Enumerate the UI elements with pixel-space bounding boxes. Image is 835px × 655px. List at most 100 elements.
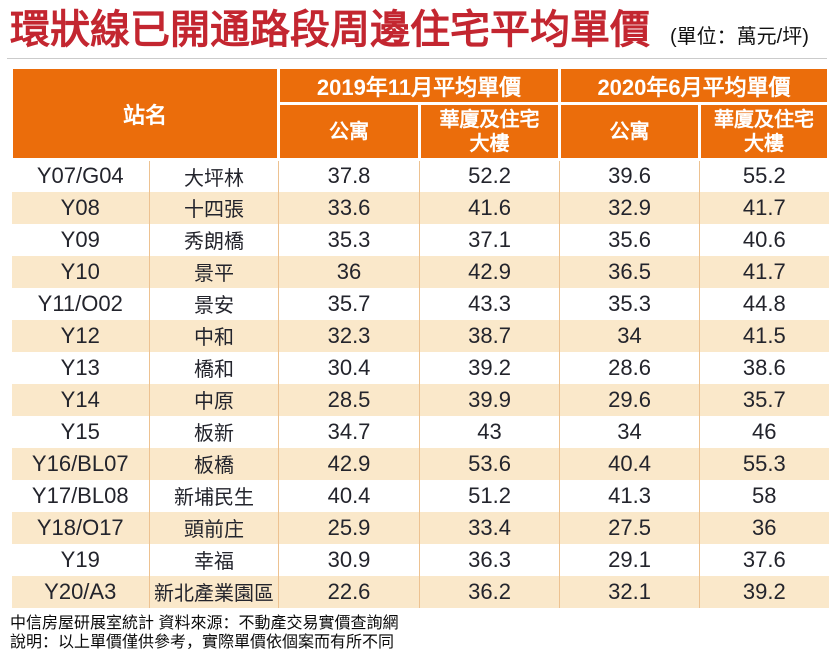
- price-2020-building: 39.2: [699, 575, 829, 608]
- station-code: Y11/O02: [11, 287, 150, 320]
- station-code: Y09: [11, 223, 150, 256]
- price-2019-building: 37.1: [419, 223, 561, 256]
- price-2020-building: 55.3: [699, 447, 829, 480]
- footnote-disclaimer: 說明：以上單價僅供參考，實際單價依個案而有所不同: [10, 633, 395, 651]
- price-2019-apartment: 35.3: [278, 223, 421, 256]
- price-2020-apartment: 29.1: [559, 543, 701, 576]
- price-2019-building: 41.6: [419, 191, 561, 224]
- table-row: Y20/A3 新北產業園區 22.6 36.2 32.1 39.2: [11, 575, 829, 608]
- price-2019-building: 42.9: [419, 255, 561, 288]
- table-row: Y17/BL08 新埔民生 40.4 51.2 41.3 58: [11, 479, 829, 512]
- price-2020-building: 37.6: [699, 543, 829, 576]
- price-2019-apartment: 36: [278, 255, 421, 288]
- station-name: 景安: [148, 287, 280, 320]
- station-name: 景平: [148, 255, 280, 288]
- table-row: Y14 中原 28.5 39.9 29.6 35.7: [11, 383, 829, 416]
- station-name: 秀朗橋: [148, 223, 280, 256]
- station-name: 新北產業園區: [148, 575, 280, 608]
- subheader-2019-building: 華廈及住宅 大樓: [418, 102, 562, 161]
- price-2019-apartment: 33.6: [278, 191, 421, 224]
- price-2019-building: 43: [419, 415, 561, 448]
- table-row: Y09 秀朗橋 35.3 37.1 35.6 40.6: [11, 223, 829, 256]
- price-2019-apartment: 35.7: [278, 287, 421, 320]
- price-2019-apartment: 34.7: [278, 415, 421, 448]
- page-title: 環狀線已開通路段周邊住宅平均單價: [10, 8, 650, 52]
- price-2019-apartment: 32.3: [278, 319, 421, 352]
- station-code: Y10: [11, 255, 150, 288]
- price-2020-apartment: 35.3: [559, 287, 701, 320]
- table-row: Y18/O17 頭前庄 25.9 33.4 27.5 36: [11, 511, 829, 544]
- price-2020-apartment: 32.9: [559, 191, 701, 224]
- station-name: 橋和: [148, 351, 280, 384]
- price-2020-building: 55.2: [699, 159, 829, 192]
- price-2019-building: 52.2: [419, 159, 561, 192]
- table-row: Y07/G04 大坪林 37.8 52.2 39.6 55.2: [11, 159, 829, 192]
- table-header: 站名 2019年11月平均單價 2020年6月平均單價 公寓 華廈及住宅 大樓 …: [9, 66, 831, 161]
- station-code: Y19: [11, 543, 150, 576]
- footnote-source: 中信房屋研展室統計 資料來源：不動產交易實價查詢網: [10, 614, 399, 632]
- price-2020-apartment: 36.5: [559, 255, 701, 288]
- price-2020-building: 46: [699, 415, 829, 448]
- table-row: Y13 橋和 30.4 39.2 28.6 38.6: [11, 351, 829, 384]
- price-2019-apartment: 40.4: [278, 479, 421, 512]
- station-code: Y14: [11, 383, 150, 416]
- price-2020-apartment: 34: [559, 415, 701, 448]
- price-2020-apartment: 32.1: [559, 575, 701, 608]
- price-2020-building: 38.6: [699, 351, 829, 384]
- price-2019-building: 38.7: [419, 319, 561, 352]
- price-2020-apartment: 29.6: [559, 383, 701, 416]
- table-row: Y19 幸福 30.9 36.3 29.1 37.6: [11, 543, 829, 576]
- title-row: 環狀線已開通路段周邊住宅平均單價 (單位：萬元/坪): [10, 8, 827, 52]
- station-name: 大坪林: [148, 159, 280, 192]
- price-2019-apartment: 42.9: [278, 447, 421, 480]
- station-name: 中原: [148, 383, 280, 416]
- price-2019-building: 53.6: [419, 447, 561, 480]
- price-2019-building: 36.2: [419, 575, 561, 608]
- price-2020-apartment: 41.3: [559, 479, 701, 512]
- price-2020-apartment: 40.4: [559, 447, 701, 480]
- group-header-2019: 2019年11月平均單價: [277, 66, 562, 105]
- price-2019-apartment: 25.9: [278, 511, 421, 544]
- price-2020-building: 36: [699, 511, 829, 544]
- price-2020-building: 58: [699, 479, 829, 512]
- price-2019-building: 43.3: [419, 287, 561, 320]
- price-2020-building: 35.7: [699, 383, 829, 416]
- header-group-row: 站名 2019年11月平均單價 2020年6月平均單價: [9, 66, 831, 161]
- footnotes: 中信房屋研展室統計 資料來源：不動產交易實價查詢網 說明：以上單價僅供參考，實際…: [10, 614, 827, 652]
- subheader-2020-building: 華廈及住宅 大樓: [698, 102, 831, 161]
- table-row: Y15 板新 34.7 43 34 46: [11, 415, 829, 448]
- price-2019-apartment: 30.9: [278, 543, 421, 576]
- table-row: Y08 十四張 33.6 41.6 32.9 41.7: [11, 191, 829, 224]
- station-name: 板橋: [148, 447, 280, 480]
- price-2019-building: 33.4: [419, 511, 561, 544]
- station-name: 十四張: [148, 191, 280, 224]
- price-2020-apartment: 39.6: [559, 159, 701, 192]
- station-name: 板新: [148, 415, 280, 448]
- station-code: Y13: [11, 351, 150, 384]
- station-code: Y18/O17: [11, 511, 150, 544]
- price-2019-building: 39.2: [419, 351, 561, 384]
- table-row: Y11/O02 景安 35.7 43.3 35.3 44.8: [11, 287, 829, 320]
- table-row: Y10 景平 36 42.9 36.5 41.7: [11, 255, 829, 288]
- price-2020-building: 44.8: [699, 287, 829, 320]
- station-code: Y20/A3: [11, 575, 150, 608]
- group-header-2020: 2020年6月平均單價: [558, 66, 831, 105]
- title-divider-line: [7, 58, 827, 59]
- price-2019-apartment: 37.8: [278, 159, 421, 192]
- price-2019-building: 36.3: [419, 543, 561, 576]
- unit-label: (單位：萬元/坪): [670, 26, 809, 48]
- price-2019-apartment: 30.4: [278, 351, 421, 384]
- subheader-2020-apartment: 公寓: [558, 102, 702, 161]
- table-row: Y16/BL07 板橋 42.9 53.6 40.4 55.3: [11, 447, 829, 480]
- price-2020-apartment: 27.5: [559, 511, 701, 544]
- station-name: 幸福: [148, 543, 280, 576]
- station-code: Y17/BL08: [11, 479, 150, 512]
- price-2020-apartment: 35.6: [559, 223, 701, 256]
- station-code: Y12: [11, 319, 150, 352]
- station-name: 頭前庄: [148, 511, 280, 544]
- station-code: Y08: [11, 191, 150, 224]
- price-2019-apartment: 28.5: [278, 383, 421, 416]
- price-2020-building: 41.7: [699, 191, 829, 224]
- price-table: 站名 2019年11月平均單價 2020年6月平均單價 公寓 華廈及住宅 大樓 …: [9, 66, 831, 608]
